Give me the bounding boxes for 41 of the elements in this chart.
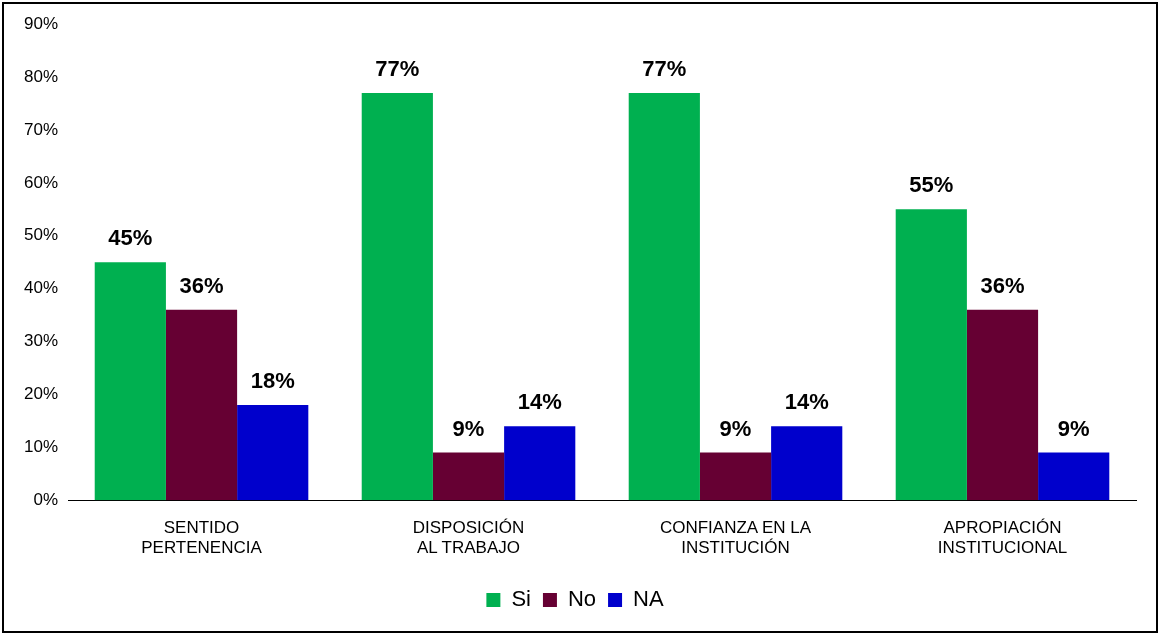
- bar: [966, 309, 1039, 501]
- legend-label: Si: [511, 586, 531, 612]
- x-tick-label: SENTIDO PERTENENCIA: [141, 518, 263, 558]
- y-tick-label: 70%: [23, 119, 59, 139]
- data-label: 36%: [980, 272, 1025, 298]
- bar: [432, 452, 505, 501]
- bar: [1038, 452, 1110, 501]
- bar: [94, 262, 166, 501]
- y-tick-label: 80%: [23, 66, 59, 86]
- x-tick-label: DISPOSICIÓN AL TRABAJO: [412, 518, 525, 558]
- bar: [165, 309, 238, 501]
- y-tick-label: 90%: [23, 13, 59, 33]
- data-label: 14%: [784, 389, 829, 415]
- data-label: 14%: [517, 389, 562, 415]
- bar: [771, 426, 843, 501]
- data-label: 9%: [1057, 415, 1090, 441]
- y-tick-label: 10%: [23, 437, 59, 456]
- y-tick-label: 30%: [23, 331, 59, 351]
- legend-label: NA: [633, 586, 664, 612]
- data-label: 18%: [250, 368, 295, 394]
- bar: [361, 92, 433, 501]
- data-label: 77%: [642, 56, 687, 82]
- data-label: 9%: [719, 415, 752, 441]
- y-tick-label: 60%: [23, 172, 59, 192]
- bar: [895, 209, 967, 501]
- bar: [699, 452, 772, 501]
- data-label: 55%: [909, 172, 954, 198]
- data-label: 9%: [452, 415, 485, 441]
- y-tick-label: 20%: [23, 384, 59, 404]
- y-tick-label: 50%: [23, 225, 59, 245]
- bar: [237, 405, 309, 501]
- bar: [504, 426, 576, 501]
- y-tick-label: 40%: [23, 278, 59, 298]
- x-tick-label: APROPIACIÓN INSTITUCIONAL: [937, 518, 1068, 558]
- data-label: 36%: [179, 272, 224, 298]
- data-label: 77%: [375, 56, 420, 82]
- data-label: 45%: [108, 225, 153, 251]
- legend-label: No: [567, 586, 597, 612]
- x-tick-label: CONFIANZA EN LA INSTITUCIÓN: [659, 518, 812, 558]
- y-tick-label: 0%: [33, 489, 59, 509]
- bar: [628, 92, 700, 501]
